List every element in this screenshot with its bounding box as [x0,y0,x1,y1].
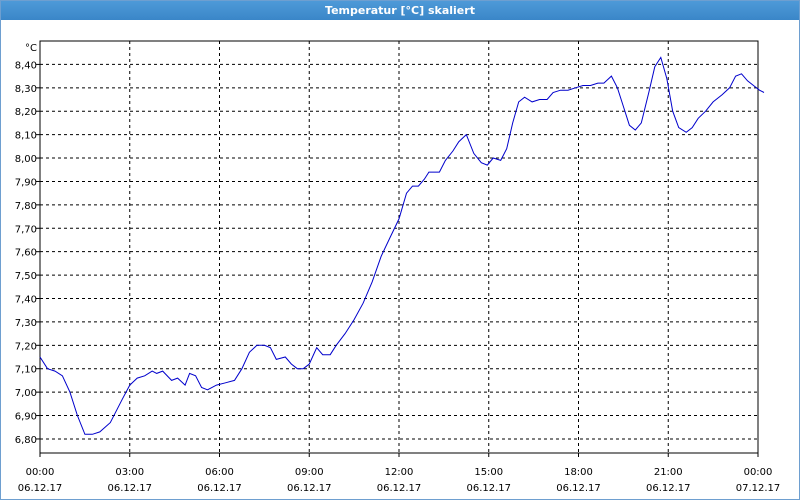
x-tick-date-label: 06.12.17 [466,483,511,494]
window-title: Temperatur [°C] skaliert [1,1,799,20]
x-tick-time-label: 12:00 [385,467,414,478]
y-tick-label: 7,30 [15,318,37,329]
x-tick-time-label: 06:00 [205,467,234,478]
x-tick-time-label: 00:00 [744,467,773,478]
y-tick-label: 8,20 [15,107,37,118]
y-tick-label: 7,20 [15,341,37,352]
x-tick-time-label: 09:00 [295,467,324,478]
y-tick-label: 7,40 [15,295,37,306]
y-axis-unit-label: °C [25,43,37,54]
y-tick-label: 8,10 [15,131,37,142]
y-tick-label: 7,10 [15,365,37,376]
series-group [39,56,765,435]
x-tick-date-label: 06.12.17 [18,483,63,494]
y-tick-label: 8,00 [15,154,37,165]
y-tick-label: 8,30 [15,84,37,95]
x-tick-date-label: 06.12.17 [646,483,691,494]
y-tick-label: 6,90 [15,412,37,423]
x-tick-date-label: 06.12.17 [556,483,601,494]
x-axis-ticks: 00:00 06.12.17 03:00 06.12.17 06:00 06.12.17 0… [18,453,781,494]
y-tick-label: 7,00 [15,388,37,399]
y-tick-label: 7,90 [15,177,37,188]
x-tick-time-label: 00:00 [26,467,55,478]
y-tick-label: 6,80 [15,435,37,446]
x-tick-time-label: 15:00 [474,467,503,478]
y-tick-label: 7,70 [15,224,37,235]
series-line [39,56,765,435]
x-tick-date-label: 06.12.17 [377,483,422,494]
x-tick-time-label: 21:00 [654,467,683,478]
x-tick-date-label: 07.12.17 [736,483,781,494]
x-tick-date-label: 06.12.17 [107,483,152,494]
y-axis-ticks: 6,80 6,90 7,00 7,10 7,20 7,30 7,40 7,50 7,60 7,70… [15,60,40,446]
y-tick-label: 7,60 [15,248,37,259]
y-tick-label: 7,80 [15,201,37,212]
y-tick-label: 8,40 [15,60,37,71]
y-tick-label: 7,50 [15,271,37,282]
x-tick-date-label: 06.12.17 [197,483,242,494]
grid-lines [40,41,758,453]
x-tick-time-label: 18:00 [564,467,593,478]
x-tick-date-label: 06.12.17 [287,483,332,494]
temperature-chart: 6,80 6,90 7,00 7,10 7,20 7,30 7,40 7,50 7,60 7,70… [15,40,781,494]
chart-area: 6,80 6,90 7,00 7,10 7,20 7,30 7,40 7,50 7,60 7,70… [1,21,799,499]
x-tick-time-label: 03:00 [115,467,144,478]
